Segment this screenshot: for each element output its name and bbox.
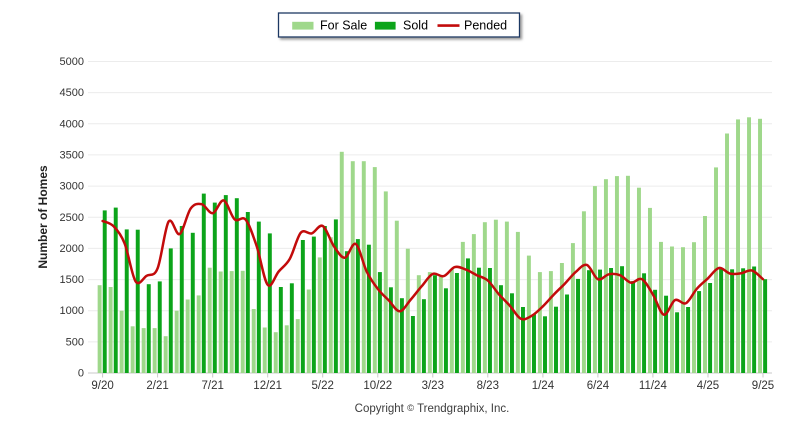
svg-text:6/24: 6/24 bbox=[587, 380, 610, 392]
svg-text:4000: 4000 bbox=[60, 118, 84, 130]
svg-text:1/24: 1/24 bbox=[532, 380, 555, 392]
svg-text:10/22: 10/22 bbox=[363, 380, 392, 392]
svg-text:For Sale: For Sale bbox=[320, 19, 367, 33]
svg-text:3000: 3000 bbox=[60, 181, 84, 193]
svg-text:1500: 1500 bbox=[60, 274, 84, 286]
svg-text:5000: 5000 bbox=[60, 56, 84, 68]
svg-text:3500: 3500 bbox=[60, 149, 84, 161]
svg-text:2/21: 2/21 bbox=[146, 380, 168, 392]
svg-text:2000: 2000 bbox=[60, 243, 84, 255]
svg-text:Copyright © Trendgraphix, Inc.: Copyright © Trendgraphix, Inc. bbox=[355, 403, 510, 415]
svg-text:9/25: 9/25 bbox=[752, 380, 774, 392]
svg-text:2500: 2500 bbox=[60, 212, 84, 224]
svg-text:11/24: 11/24 bbox=[639, 380, 668, 392]
svg-text:Number of Homes: Number of Homes bbox=[36, 165, 50, 269]
svg-text:7/21: 7/21 bbox=[202, 380, 224, 392]
svg-text:8/23: 8/23 bbox=[477, 380, 499, 392]
svg-text:0: 0 bbox=[78, 368, 84, 380]
svg-text:4/25: 4/25 bbox=[697, 380, 719, 392]
svg-text:Pended: Pended bbox=[464, 19, 507, 33]
svg-text:3/23: 3/23 bbox=[422, 380, 444, 392]
svg-text:500: 500 bbox=[66, 336, 84, 348]
svg-text:4500: 4500 bbox=[60, 87, 84, 99]
svg-text:5/22: 5/22 bbox=[312, 380, 334, 392]
svg-text:9/20: 9/20 bbox=[91, 380, 113, 392]
svg-text:1000: 1000 bbox=[60, 305, 84, 317]
svg-text:Sold: Sold bbox=[403, 19, 428, 33]
svg-text:12/21: 12/21 bbox=[253, 380, 282, 392]
